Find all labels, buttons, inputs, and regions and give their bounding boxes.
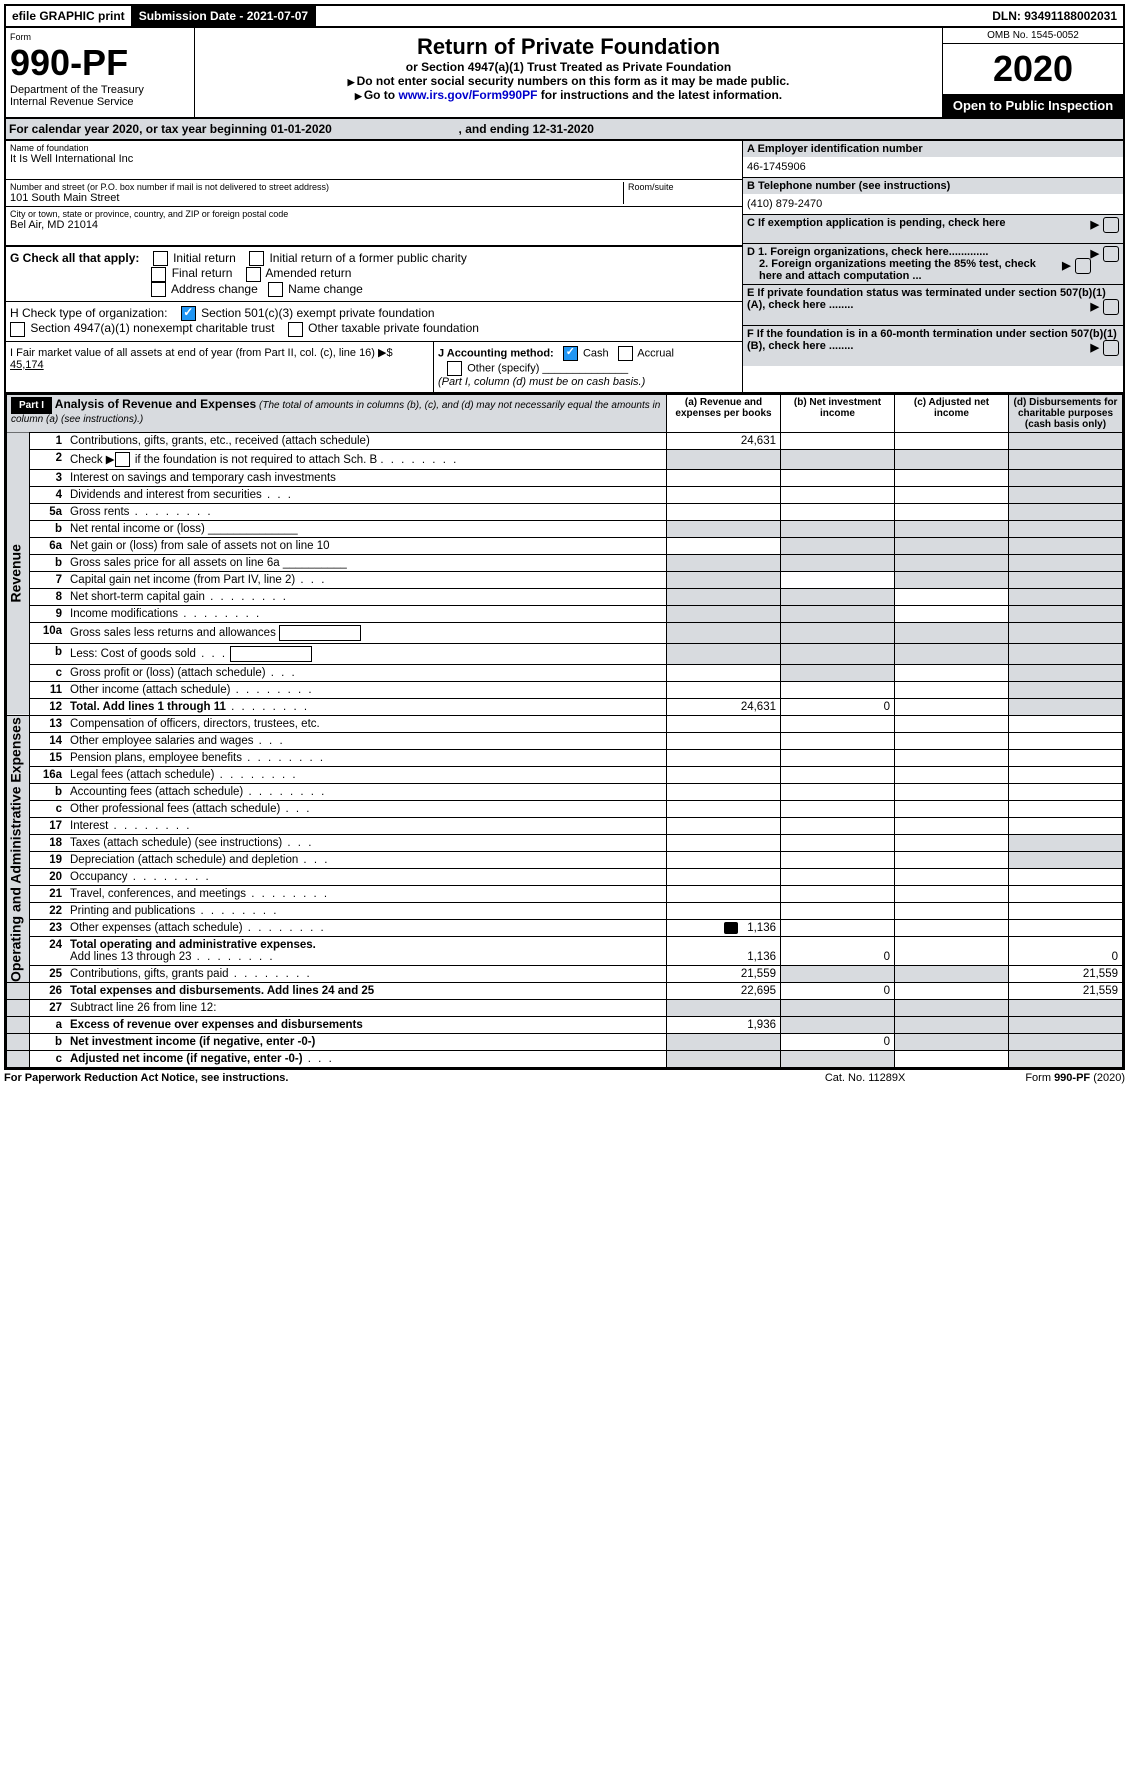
calendar-year-row: For calendar year 2020, or tax year begi… [4, 119, 1125, 141]
pra-notice: For Paperwork Reduction Act Notice, see … [4, 1072, 825, 1084]
cash-method-checkbox[interactable] [563, 346, 578, 361]
section-c: C If exemption application is pending, c… [743, 215, 1123, 244]
foreign-org-checkbox[interactable] [1103, 246, 1119, 262]
501c3-checkbox[interactable] [181, 306, 196, 321]
section-d: D 1. Foreign organizations, check here..… [743, 244, 1123, 285]
col-a-header: (a) Revenue and expenses per books [667, 394, 781, 432]
form-footer: Form 990-PF (2020) [1025, 1072, 1125, 1084]
efile-label: efile GRAPHIC print [6, 6, 133, 26]
city-state-zip: Bel Air, MD 21014 [10, 219, 738, 231]
page-footer: For Paperwork Reduction Act Notice, see … [4, 1070, 1125, 1084]
final-return-checkbox[interactable] [151, 267, 166, 282]
name-label: Name of foundation [10, 143, 738, 153]
col-d-header: (d) Disbursements for charitable purpose… [1009, 394, 1123, 432]
omb-number: OMB No. 1545-0052 [943, 28, 1123, 44]
catalog-number: Cat. No. 11289X [825, 1072, 906, 1084]
tax-year: 2020 [943, 44, 1123, 94]
form-header: Form 990-PF Department of the Treasury I… [4, 28, 1125, 119]
dept-treasury: Department of the Treasury [10, 84, 190, 96]
top-bar: efile GRAPHIC print Submission Date - 20… [4, 4, 1125, 28]
city-label: City or town, state or province, country… [10, 209, 738, 219]
foreign-85-checkbox[interactable] [1075, 258, 1091, 274]
revenue-section-label: Revenue [7, 432, 30, 715]
section-f: F If the foundation is in a 60-month ter… [743, 326, 1123, 366]
section-e: E If private foundation status was termi… [743, 285, 1123, 326]
fmv-value: 45,174 [10, 359, 44, 371]
open-inspection: Open to Public Inspection [943, 94, 1123, 117]
dln: DLN: 93491188002031 [986, 6, 1123, 26]
name-change-checkbox[interactable] [268, 282, 283, 297]
sch-b-checkbox[interactable] [115, 452, 130, 467]
initial-former-checkbox[interactable] [249, 251, 264, 266]
section-h: H Check type of organization: Section 50… [6, 301, 742, 341]
other-method-checkbox[interactable] [447, 361, 462, 376]
expenses-section-label: Operating and Administrative Expenses [7, 716, 30, 983]
address-change-checkbox[interactable] [151, 282, 166, 297]
cash-basis-note: (Part I, column (d) must be on cash basi… [438, 376, 645, 388]
irs: Internal Revenue Service [10, 96, 190, 108]
amended-return-checkbox[interactable] [246, 267, 261, 282]
part-i-table: Part I Analysis of Revenue and Expenses … [4, 394, 1125, 1071]
ein-block: A Employer identification number46-17459… [743, 141, 1123, 178]
4947a1-checkbox[interactable] [10, 322, 25, 337]
col-c-header: (c) Adjusted net income [895, 394, 1009, 432]
foundation-name: It Is Well International Inc [10, 153, 738, 165]
street-address: 101 South Main Street [10, 192, 623, 204]
tel-value: (410) 879-2470 [743, 194, 1123, 214]
tel-block: B Telephone number (see instructions)(41… [743, 178, 1123, 215]
status-terminated-checkbox[interactable] [1103, 299, 1119, 315]
other-taxable-checkbox[interactable] [288, 322, 303, 337]
addr-label: Number and street (or P.O. box number if… [10, 182, 623, 192]
submission-date: Submission Date - 2021-07-07 [133, 6, 316, 26]
form-subtitle: or Section 4947(a)(1) Trust Treated as P… [201, 60, 936, 74]
attachment-icon[interactable] [724, 922, 738, 934]
exemption-pending-checkbox[interactable] [1103, 217, 1119, 233]
ssn-warning: Do not enter social security numbers on … [201, 74, 936, 88]
form-number: 990-PF [10, 42, 190, 84]
room-label: Room/suite [628, 182, 738, 192]
form-title: Return of Private Foundation [201, 34, 936, 60]
fmv-label: I Fair market value of all assets at end… [10, 347, 375, 359]
section-ij: I Fair market value of all assets at end… [6, 341, 742, 392]
instructions-link[interactable]: www.irs.gov/Form990PF [398, 88, 537, 102]
entity-info: Name of foundationIt Is Well Internation… [4, 141, 1125, 394]
ein-value: 46-1745906 [743, 157, 1123, 177]
part-i-badge: Part I [11, 397, 52, 414]
col-b-header: (b) Net investment income [781, 394, 895, 432]
accrual-method-checkbox[interactable] [618, 346, 633, 361]
form-label: Form [10, 32, 190, 42]
section-g: G Check all that apply: Initial return I… [6, 246, 742, 301]
60month-checkbox[interactable] [1103, 340, 1119, 356]
goto-line: Go to www.irs.gov/Form990PF for instruct… [201, 88, 936, 102]
initial-return-checkbox[interactable] [153, 251, 168, 266]
